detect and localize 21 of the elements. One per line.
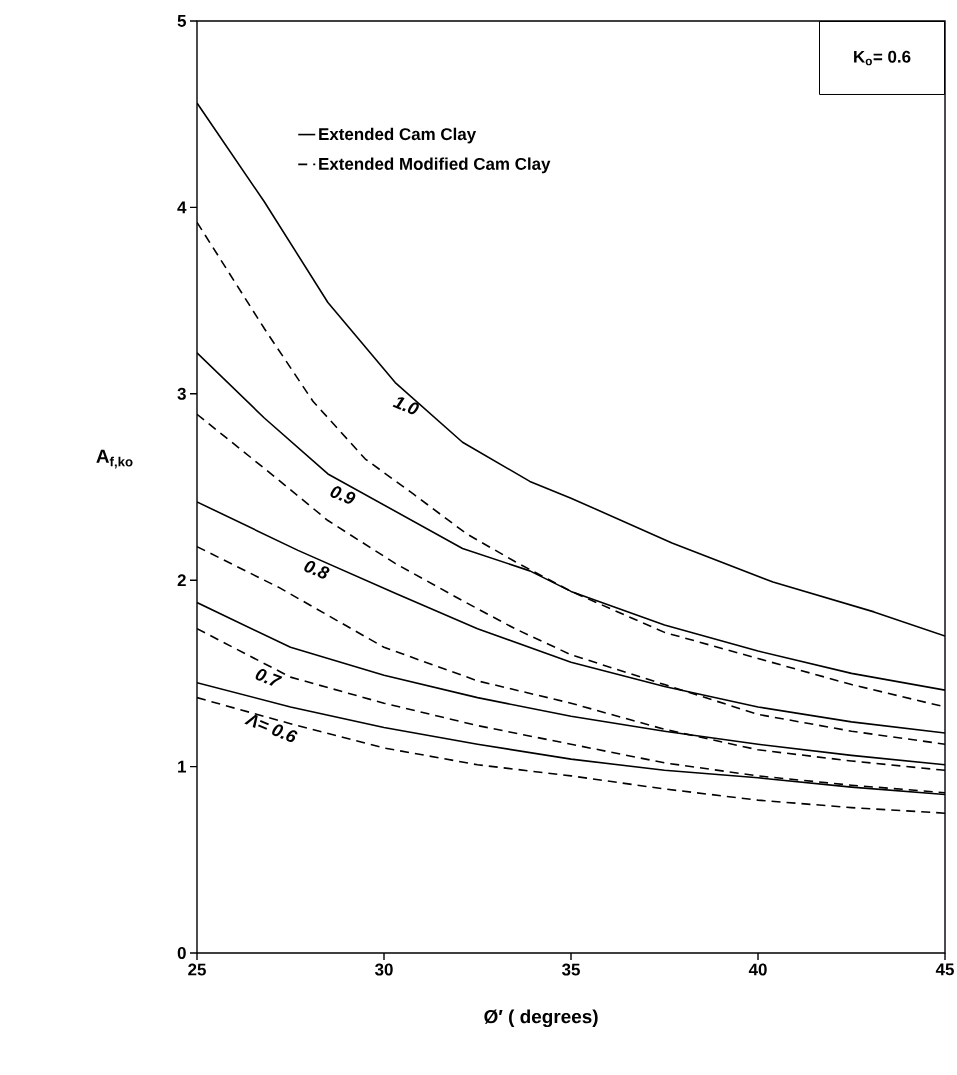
annotation: 0.7: [255, 669, 283, 686]
y-tick-label: 3: [177, 387, 186, 400]
annotation: 1.0: [392, 397, 419, 415]
y-tick-label: 4: [177, 201, 187, 214]
legend-label: Extended Modified Cam Clay: [319, 157, 551, 174]
annotation: Λ= 0.6: [244, 714, 298, 742]
x-tick-label: 35: [561, 963, 580, 976]
x-tick-label: 30: [374, 963, 393, 976]
y-tick-label: 1: [178, 760, 187, 773]
y-axis-title: A$_{f,ko}$: [96, 449, 133, 469]
annotation: 0.9: [330, 486, 356, 504]
x-tick-label: 45: [935, 963, 954, 976]
x-tick-label: 40: [748, 963, 767, 976]
y-tick-label: 2: [177, 574, 186, 587]
y-tick-label: 5: [177, 15, 187, 27]
x-tick-label: 25: [188, 963, 206, 976]
annotation: K$_{o}$= 0.6: [854, 50, 911, 66]
legend-label: Extended Cam Clay: [319, 127, 477, 144]
y-tick-label: 0: [177, 947, 186, 959]
annotation: 0.8: [304, 560, 330, 579]
x-axis-title: Ø′ ( degrees): [484, 1009, 598, 1028]
